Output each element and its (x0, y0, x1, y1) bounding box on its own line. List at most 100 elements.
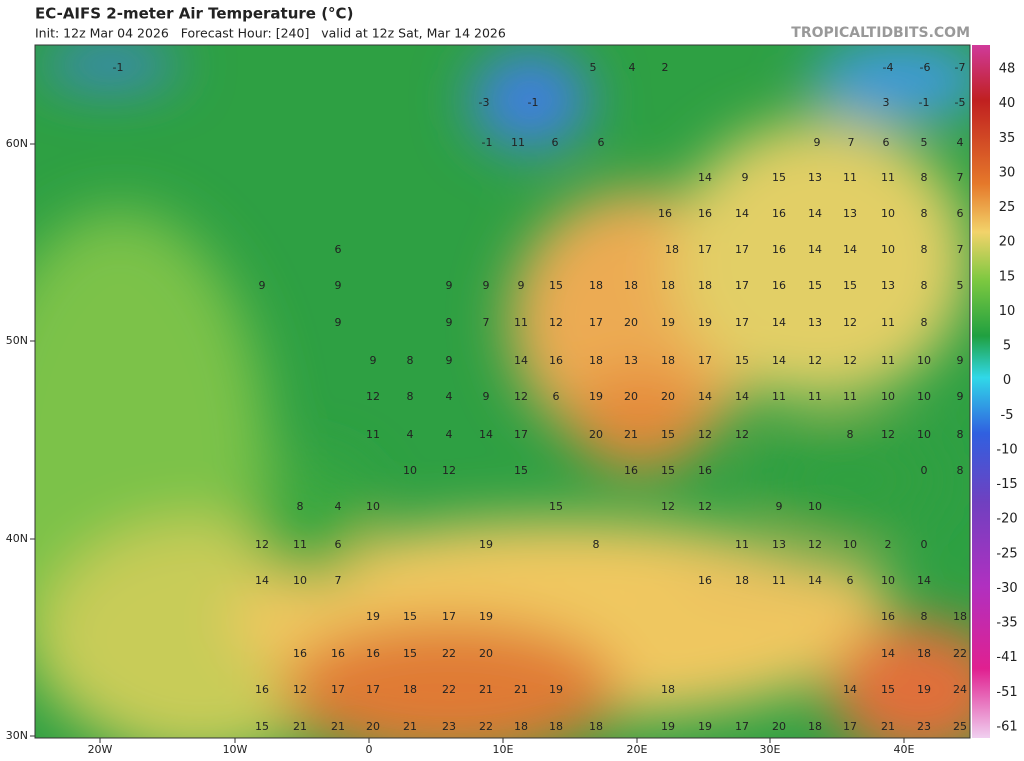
station-value: 19 (479, 538, 493, 551)
station-value: 16 (698, 207, 712, 220)
station-value: 13 (808, 316, 822, 329)
station-value: 13 (772, 538, 786, 551)
station-value: 8 (407, 354, 414, 367)
station-value: 16 (624, 464, 638, 477)
station-value: 6 (598, 136, 605, 149)
station-value: 17 (735, 720, 749, 733)
station-value: 12 (881, 428, 895, 441)
station-value: 15 (514, 464, 528, 477)
station-value: 18 (589, 279, 603, 292)
lon-label: 10W (223, 743, 248, 756)
station-value: 19 (479, 610, 493, 623)
station-value: 8 (921, 243, 928, 256)
colorbar-label: -41 (996, 650, 1017, 665)
station-value: 15 (403, 647, 417, 660)
colorbar-label: 25 (999, 200, 1016, 215)
station-value: 16 (331, 647, 345, 660)
station-value: 6 (335, 538, 342, 551)
station-value: 12 (549, 316, 563, 329)
station-value: 19 (366, 610, 380, 623)
station-value: 6 (553, 390, 560, 403)
station-value: 11 (881, 316, 895, 329)
station-value: 6 (847, 574, 854, 587)
station-value: 21 (624, 428, 638, 441)
station-value: 11 (511, 136, 525, 149)
station-value: 3 (883, 96, 890, 109)
colorbar-label: -51 (996, 685, 1017, 700)
station-value: 18 (661, 279, 675, 292)
station-value: 4 (335, 500, 342, 513)
station-value: 10 (881, 390, 895, 403)
station-value: 11 (808, 390, 822, 403)
station-value: 20 (366, 720, 380, 733)
station-value: 9 (446, 354, 453, 367)
station-value: 9 (776, 500, 783, 513)
colorbar-label: 35 (999, 131, 1016, 146)
site-name: TROPICALTIDBITS.COM (791, 25, 970, 41)
station-value: 14 (698, 171, 712, 184)
station-value: 14 (808, 243, 822, 256)
station-value: 15 (549, 279, 563, 292)
station-value: 13 (624, 354, 638, 367)
colorbar-label: 40 (999, 96, 1016, 111)
station-value: 11 (843, 171, 857, 184)
station-value: 12 (698, 428, 712, 441)
station-value: 14 (735, 207, 749, 220)
station-value: 23 (917, 720, 931, 733)
station-value: 18 (661, 683, 675, 696)
station-value: 11 (843, 390, 857, 403)
station-value: 0 (921, 464, 928, 477)
station-value: 5 (921, 136, 928, 149)
station-value: 11 (881, 354, 895, 367)
lon-label: 20W (88, 743, 113, 756)
station-value: 17 (698, 243, 712, 256)
station-value: 12 (442, 464, 456, 477)
station-value: 16 (772, 243, 786, 256)
station-value: 19 (698, 720, 712, 733)
station-value: -1 (919, 96, 930, 109)
station-value: 14 (772, 316, 786, 329)
station-value: 7 (957, 171, 964, 184)
station-value: 8 (297, 500, 304, 513)
station-value: 10 (917, 390, 931, 403)
lon-label: 30E (760, 743, 781, 756)
station-value: 7 (483, 316, 490, 329)
station-value: 10 (917, 354, 931, 367)
station-value: 7 (335, 574, 342, 587)
station-value: 12 (514, 390, 528, 403)
station-value: 14 (917, 574, 931, 587)
station-value: 15 (735, 354, 749, 367)
station-value: -3 (479, 96, 490, 109)
station-value: 12 (843, 354, 857, 367)
station-value: 11 (366, 428, 380, 441)
station-value: 14 (735, 390, 749, 403)
station-value: 4 (446, 390, 453, 403)
station-value: 8 (407, 390, 414, 403)
station-value: 7 (957, 243, 964, 256)
colorbar-label: 48 (999, 62, 1016, 77)
station-value: 16 (772, 279, 786, 292)
station-value: 16 (881, 610, 895, 623)
station-value: 12 (698, 500, 712, 513)
station-value: 8 (921, 279, 928, 292)
station-value: 15 (255, 720, 269, 733)
station-value: 5 (590, 61, 597, 74)
station-value: 17 (735, 316, 749, 329)
station-value: 14 (514, 354, 528, 367)
station-value: 9 (483, 390, 490, 403)
station-value: 10 (881, 574, 895, 587)
station-value: -1 (528, 96, 539, 109)
colorbar-label: -25 (996, 546, 1017, 561)
station-value: 10 (843, 538, 857, 551)
station-value: 9 (370, 354, 377, 367)
station-value: 9 (483, 279, 490, 292)
station-value: 17 (698, 354, 712, 367)
station-value: 11 (735, 538, 749, 551)
colorbar-label: -10 (996, 442, 1017, 457)
station-value: 7 (848, 136, 855, 149)
station-value: 15 (881, 683, 895, 696)
station-value: 10 (293, 574, 307, 587)
station-value: 16 (772, 207, 786, 220)
station-value: 0 (921, 538, 928, 551)
